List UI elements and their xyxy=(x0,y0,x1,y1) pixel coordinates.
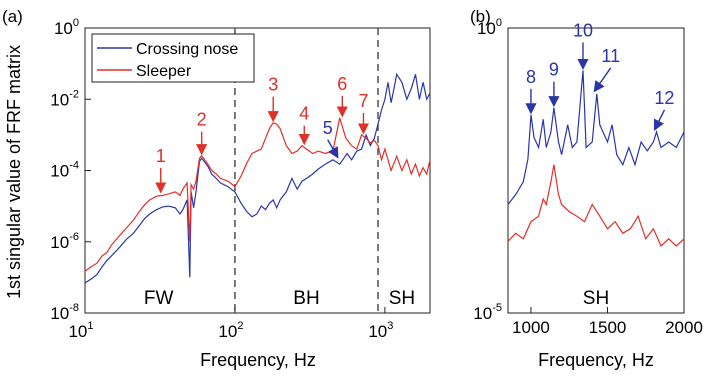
panel-b-x-ticks: 1000 1500 2000 xyxy=(512,307,703,337)
peak-label-4: 4 xyxy=(299,104,309,124)
panel-b-axes-frame xyxy=(507,27,685,314)
peak-label-2: 2 xyxy=(197,110,207,130)
x-tick-label: 102 xyxy=(218,320,243,341)
region-label-sh: SH xyxy=(389,288,415,309)
series-sleeper xyxy=(84,117,431,272)
region-boundaries xyxy=(234,28,379,313)
y-tick-label: 10-6 xyxy=(50,231,79,252)
panel-a-label: (a) xyxy=(2,7,23,26)
peak-label-7: 7 xyxy=(358,91,368,111)
y-tick-label: 10-5 xyxy=(473,302,502,323)
panel-a-region-labels: FW BH SH xyxy=(144,288,415,309)
peak-label-1: 1 xyxy=(156,146,166,166)
panel-b: (b) 8 9 10 11 12 1000 1500 2000 10-5 100 SH Fre… xyxy=(470,7,703,370)
x-tick-label: 2000 xyxy=(665,318,703,337)
panel-a-series xyxy=(84,72,431,284)
y-tick-label: 10-2 xyxy=(50,88,79,109)
legend-box xyxy=(91,33,255,83)
panel-a-y-ticks: 10-8 10-6 10-4 10-2 100 xyxy=(50,17,91,323)
panel-b-series xyxy=(507,70,685,248)
peak-label-6: 6 xyxy=(337,74,347,94)
peak-label-11: 11 xyxy=(601,46,620,66)
x-tick-label: 101 xyxy=(68,320,93,341)
panel-a-y-axis-title: 1st singular value of FRF matrix xyxy=(4,45,24,299)
panel-a-x-ticks: 101 102 103 xyxy=(68,307,393,341)
region-label-sh: SH xyxy=(583,288,609,309)
x-tick-label: 1500 xyxy=(589,318,627,337)
series-sleeper xyxy=(507,164,685,248)
panel-b-y-ticks: 10-5 100 xyxy=(473,17,514,323)
legend-entry-sleeper: Sleeper xyxy=(136,63,192,80)
legend: Crossing nose Sleeper xyxy=(91,33,255,83)
panel-b-x-axis-title: Frequency, Hz xyxy=(538,350,654,370)
peak-arrow-11 xyxy=(593,67,612,93)
panel-b-region-labels: SH xyxy=(583,288,609,309)
region-label-bh: BH xyxy=(293,288,319,309)
peak-arrow-12 xyxy=(653,109,666,131)
peak-label-10: 10 xyxy=(573,20,593,40)
peak-arrow-5 xyxy=(327,139,339,159)
series-crossing-nose xyxy=(84,72,431,284)
panel-a-x-axis-title: Frequency, Hz xyxy=(200,350,316,370)
y-tick-label: 10-8 xyxy=(50,302,79,323)
peak-label-3: 3 xyxy=(268,75,278,95)
peak-label-5: 5 xyxy=(323,118,333,138)
x-tick-label: 103 xyxy=(368,320,393,341)
peak-label-9: 9 xyxy=(549,60,559,80)
y-tick-label: 100 xyxy=(477,17,502,38)
y-tick-label: 100 xyxy=(54,17,79,38)
panel-b-label: (b) xyxy=(470,7,491,26)
x-tick-label: 1000 xyxy=(512,318,550,337)
region-label-fw: FW xyxy=(144,288,174,309)
peak-label-8: 8 xyxy=(526,67,536,87)
panel-b-annotations: 8 9 10 11 12 xyxy=(525,20,674,131)
legend-entry-crossing-nose: Crossing nose xyxy=(136,41,238,58)
series-crossing-nose xyxy=(507,70,685,205)
y-tick-label: 10-4 xyxy=(50,160,79,181)
peak-label-12: 12 xyxy=(654,88,674,108)
